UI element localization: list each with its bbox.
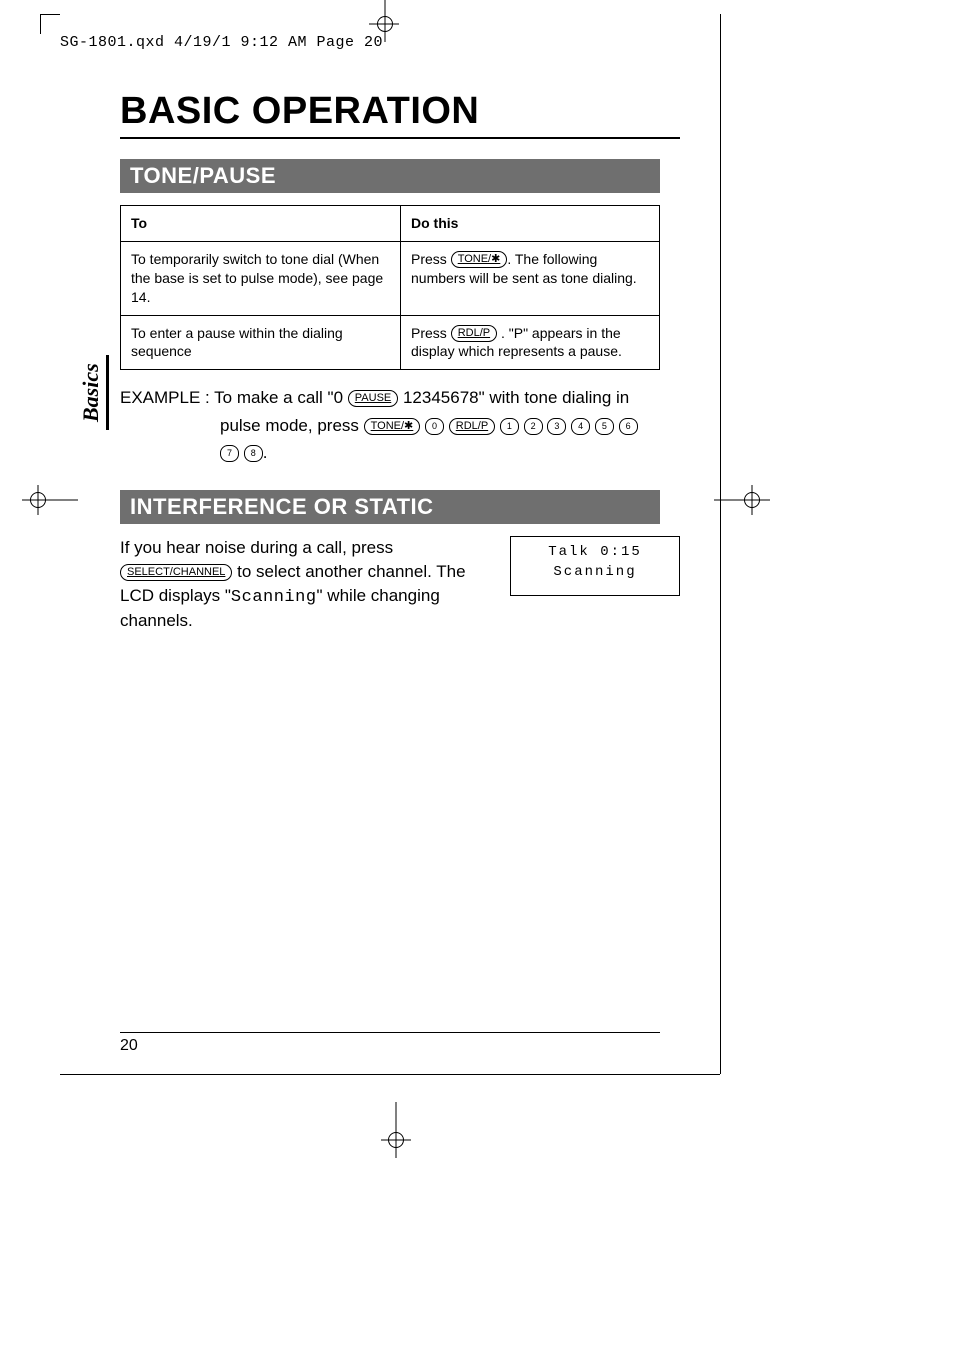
cell-to: To temporarily switch to tone dial (When… [121,241,401,315]
example-line3: 7 8. [220,439,680,466]
registration-mark-right [742,490,762,510]
lcd-line1: Talk 0:15 [511,543,679,563]
th-to: To [121,206,401,242]
keypad-5-icon: 5 [595,418,614,435]
lcd-display: Talk 0:15 Scanning [510,536,680,596]
trim-line-bottom [60,1074,720,1075]
text: EXAMPLE : To make a call "0 [120,388,348,407]
select-channel-button-icon: SELECT/CHANNEL [120,564,232,581]
pause-button-icon: PAUSE [348,390,398,407]
page-content: BASIC OPERATION TONE/PAUSE To Do this To… [120,90,680,633]
interference-text: If you hear noise during a call, press S… [120,536,490,633]
page-title: BASIC OPERATION [120,90,680,139]
keypad-1-icon: 1 [500,418,519,435]
example-block: EXAMPLE : To make a call "0 PAUSE 123456… [120,384,680,466]
text: Press [411,325,451,341]
table-row: To enter a pause within the dialing sequ… [121,315,660,370]
rdl-p-button-icon: RDL/P [449,418,495,435]
table-header-row: To Do this [121,206,660,242]
cell-do: Press TONE/✱. The following numbers will… [401,241,660,315]
lcd-line2: Scanning [511,563,679,583]
registration-mark-top [375,14,395,34]
mono-text: Scanning [231,588,317,607]
cell-do: Press RDL/P . "P" appears in the display… [401,315,660,370]
keypad-3-icon: 3 [547,418,566,435]
text: 12345678" with tone dialing in [398,388,629,407]
registration-mark-bottom [386,1130,406,1150]
crop-mark-tl [40,14,60,34]
text: pulse mode, press [220,416,364,435]
side-tab-basics: Basics [78,355,109,430]
keypad-6-icon: 6 [619,418,638,435]
keypad-0-icon: 0 [425,418,444,435]
rdl-p-button-icon: RDL/P [451,325,497,342]
cell-to: To enter a pause within the dialing sequ… [121,315,401,370]
tone-pause-table: To Do this To temporarily switch to tone… [120,205,660,370]
tone-star-button-icon: TONE/✱ [451,251,508,268]
prepress-slug: SG-1801.qxd 4/19/1 9:12 AM Page 20 [60,34,383,51]
table-row: To temporarily switch to tone dial (When… [121,241,660,315]
th-do: Do this [401,206,660,242]
registration-mark-left [28,490,48,510]
trim-line-right [720,14,721,1074]
keypad-7-icon: 7 [220,445,239,462]
page-number: 20 [120,1032,660,1055]
keypad-4-icon: 4 [571,418,590,435]
text: Press [411,251,451,267]
section-interference: INTERFERENCE OR STATIC [120,490,660,524]
section-tone-pause: TONE/PAUSE [120,159,660,193]
interference-body: If you hear noise during a call, press S… [120,536,680,633]
example-line2: pulse mode, press TONE/✱ 0 RDL/P 1 2 3 4… [220,412,680,439]
text: . [263,443,268,462]
keypad-2-icon: 2 [524,418,543,435]
tone-star-button-icon: TONE/✱ [364,418,421,435]
text: If you hear noise during a call, press [120,538,393,557]
keypad-8-icon: 8 [244,445,263,462]
